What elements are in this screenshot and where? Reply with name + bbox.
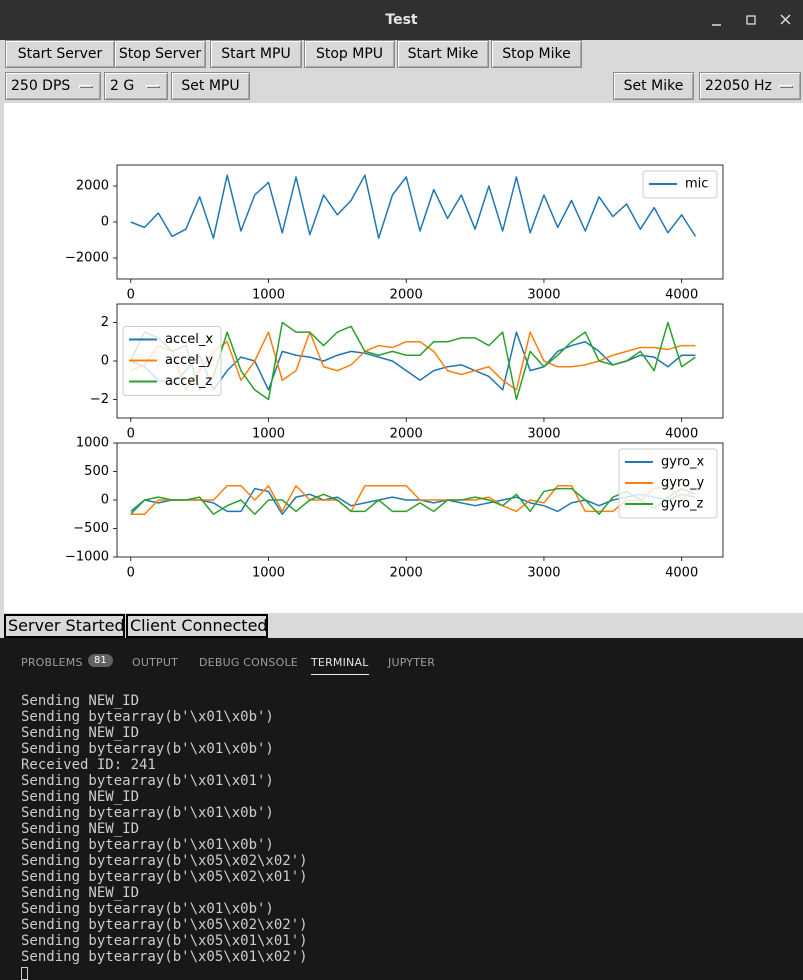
set-mpu-button[interactable]: Set MPU xyxy=(171,72,250,100)
output-tab[interactable]: OUTPUT xyxy=(132,656,179,669)
terminal-line: Sending NEW_ID xyxy=(21,821,140,837)
stop-mpu-button[interactable]: Stop MPU xyxy=(304,40,395,68)
start-mike-button[interactable]: Start Mike xyxy=(397,40,489,68)
legend: mic xyxy=(642,170,718,199)
terminal-line: Sending bytearray(b'\x01\x0b') xyxy=(21,741,274,757)
x-tick-label: 2000 xyxy=(390,566,423,581)
client-status: Client Connected xyxy=(126,614,268,638)
legend-label: gyro_z xyxy=(661,497,703,512)
stop-server-button[interactable]: Stop Server xyxy=(114,40,206,68)
terminal-line: Sending NEW_ID xyxy=(21,789,140,805)
terminal-line: Sending bytearray(b'\x05\x01\x02') xyxy=(21,949,308,965)
legend-box xyxy=(618,448,718,519)
set-mike-button[interactable]: Set Mike xyxy=(613,72,694,100)
maximize-button[interactable] xyxy=(746,15,756,25)
legend-label: mic xyxy=(685,177,708,192)
y-tick-label: 500 xyxy=(84,464,109,479)
y-tick-label: 0 xyxy=(101,215,109,230)
terminal-line: Sending bytearray(b'\x05\x02\x02') xyxy=(21,853,308,869)
y-tick-label: −1000 xyxy=(65,550,109,565)
start-mpu-button[interactable]: Start MPU xyxy=(210,40,302,68)
vscode-panel: PROBLEMS 81 OUTPUT DEBUG CONSOLE TERMINA… xyxy=(0,638,803,980)
legend: accel_x accel_y accel_z xyxy=(122,326,222,396)
plot-area: 0 1000 2000 3000 4000 −2000 0 2000 mic 0 1000 2000 3… xyxy=(0,103,803,613)
x-tick-label: 0 xyxy=(127,566,135,581)
legend-label: gyro_y xyxy=(661,476,704,491)
jupyter-tab[interactable]: JUPYTER xyxy=(388,656,436,669)
status-bar: Server Started Client Connected xyxy=(0,613,803,638)
series-line xyxy=(130,174,697,239)
start-server-button[interactable]: Start Server xyxy=(5,40,115,68)
y-tick-label: −2000 xyxy=(65,250,109,265)
server-status: Server Started xyxy=(4,614,125,638)
terminal-line: Sending bytearray(b'\x01\x0b') xyxy=(21,709,274,725)
gyro-range-dropdown[interactable]: 250 DPS xyxy=(5,72,101,100)
series-line xyxy=(130,331,696,391)
x-tick-label: 3000 xyxy=(527,566,560,581)
x-tick-label: 1000 xyxy=(252,427,285,442)
legend-box xyxy=(122,326,222,396)
series-line xyxy=(130,487,696,515)
accel-range-dropdown[interactable]: 2 G xyxy=(104,72,168,100)
x-tick-label: 0 xyxy=(127,427,135,442)
problems-badge: 81 xyxy=(88,654,113,667)
legend-label: accel_x xyxy=(165,332,213,347)
x-tick-label: 4000 xyxy=(665,427,698,442)
legend-label: accel_y xyxy=(165,353,213,368)
window-title: Test xyxy=(385,12,418,28)
terminal-line: Sending bytearray(b'\x05\x02\x02') xyxy=(21,917,308,933)
stop-mike-button[interactable]: Stop Mike xyxy=(491,40,582,68)
y-tick-label: −500 xyxy=(73,521,109,536)
terminal-line: Sending bytearray(b'\x05\x02\x01') xyxy=(21,869,308,885)
problems-tab[interactable]: PROBLEMS xyxy=(21,656,83,669)
legend-box xyxy=(642,170,718,199)
y-tick-label: 0 xyxy=(101,354,109,369)
terminal-line: Sending bytearray(b'\x01\x0b') xyxy=(21,837,274,853)
series-line xyxy=(130,487,696,515)
legend-label: gyro_x xyxy=(661,455,704,470)
y-tick-label: 0 xyxy=(101,493,109,508)
sample-rate-dropdown[interactable]: 22050 Hz xyxy=(699,72,801,100)
x-tick-label: 4000 xyxy=(665,288,698,303)
legend: gyro_x gyro_y gyro_z xyxy=(618,448,718,519)
terminal-line: Sending NEW_ID xyxy=(21,693,140,709)
debug-console-tab[interactable]: DEBUG CONSOLE xyxy=(199,656,298,669)
legend-label: accel_z xyxy=(165,374,212,389)
x-tick-label: 1000 xyxy=(252,566,285,581)
title-bar: Test xyxy=(0,0,803,40)
y-tick-label: 2000 xyxy=(76,179,109,194)
terminal-line: Sending NEW_ID xyxy=(21,885,140,901)
window-controls xyxy=(712,14,791,26)
terminal-line: Received ID: 241 xyxy=(21,757,156,773)
x-tick-label: 1000 xyxy=(252,288,285,303)
close-button[interactable] xyxy=(780,14,791,25)
series-line xyxy=(130,321,696,401)
x-tick-label: 0 xyxy=(127,288,135,303)
terminal-line: Sending bytearray(b'\x05\x01\x01') xyxy=(21,933,308,949)
x-tick-label: 2000 xyxy=(390,288,423,303)
terminal-line: Sending bytearray(b'\x01\x0b') xyxy=(21,901,274,917)
series-line xyxy=(130,331,696,391)
y-tick-label: −2 xyxy=(90,392,109,407)
y-tick-label: 2 xyxy=(101,315,109,330)
terminal-line: Sending bytearray(b'\x01\x0b') xyxy=(21,805,274,821)
y-tick-label: 1000 xyxy=(76,436,109,451)
toolbar: Start Server Stop Server Start MPU Stop … xyxy=(0,40,803,103)
axes-frame xyxy=(116,164,724,280)
terminal-line: Sending bytearray(b'\x01\x01') xyxy=(21,773,274,789)
terminal-line: Sending NEW_ID xyxy=(21,725,140,741)
x-tick-label: 2000 xyxy=(390,427,423,442)
x-tick-label: 3000 xyxy=(527,288,560,303)
terminal-tab[interactable]: TERMINAL xyxy=(311,656,369,675)
x-tick-label: 4000 xyxy=(665,566,698,581)
x-tick-label: 3000 xyxy=(527,427,560,442)
